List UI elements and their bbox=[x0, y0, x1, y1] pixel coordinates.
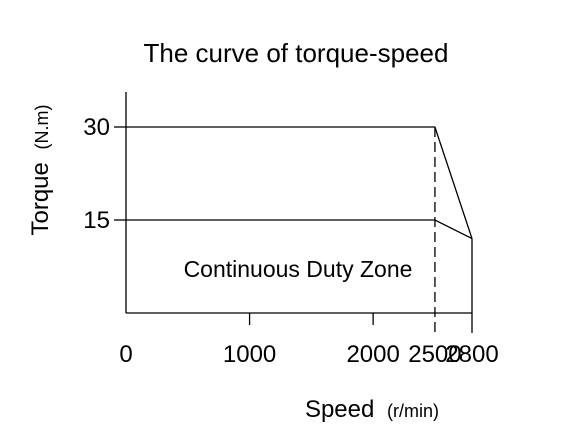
series-group bbox=[126, 126, 473, 240]
series-line-1 bbox=[126, 126, 473, 239]
zone-label: Continuous Duty Zone bbox=[184, 256, 413, 282]
x-axis-unit: (r/min) bbox=[387, 401, 439, 421]
x-axis-title: Speed bbox=[305, 396, 374, 423]
x-axis-label: Speed (r/min) bbox=[305, 396, 439, 423]
x-tick-label: 1000 bbox=[223, 341, 276, 368]
y-axis-title: Torque bbox=[27, 162, 54, 235]
series-line-2 bbox=[126, 219, 473, 240]
x-tick-label: 2500 bbox=[408, 341, 461, 368]
axes bbox=[125, 92, 472, 314]
y-axis-label: Torque (N.m) bbox=[27, 104, 54, 235]
x-tick-label: 2800 bbox=[445, 341, 498, 368]
x-tick-label: 0 bbox=[119, 341, 132, 368]
y-tick-label: 30 bbox=[83, 114, 110, 141]
y-tick-label: 15 bbox=[83, 207, 110, 234]
reference-lines bbox=[434, 127, 473, 333]
chart-title: The curve of torque-speed bbox=[144, 38, 449, 68]
y-axis-unit: (N.m) bbox=[32, 104, 52, 149]
x-tick-label: 2000 bbox=[346, 341, 399, 368]
